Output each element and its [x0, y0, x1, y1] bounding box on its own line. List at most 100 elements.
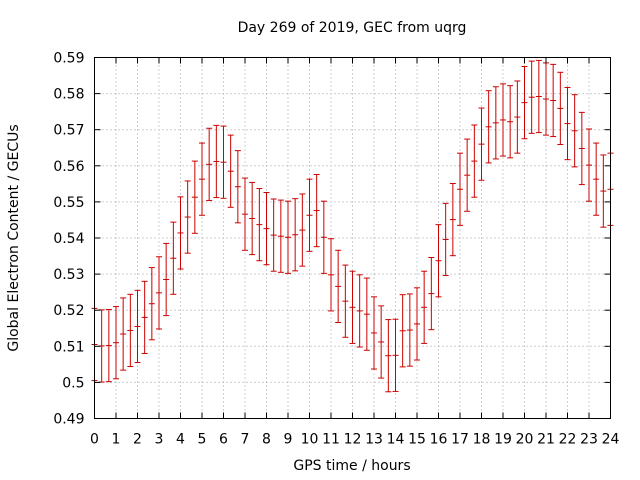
error-bar — [535, 59, 542, 134]
error-bar — [356, 274, 363, 348]
x-tick-label: 4 — [176, 432, 185, 448]
y-axis-label: Global Electron Content / GECUs — [6, 124, 22, 351]
error-bar — [127, 293, 134, 368]
error-bar — [385, 319, 392, 393]
error-bar — [406, 293, 413, 367]
y-tick-label: 0.49 — [53, 412, 84, 428]
error-bars — [91, 59, 614, 393]
error-bar — [120, 297, 127, 371]
error-bar — [328, 238, 334, 312]
x-tick-label: 11 — [322, 432, 340, 448]
y-tick-label: 0.5 — [62, 375, 84, 391]
x-tick-label: 2 — [133, 432, 142, 448]
error-bar — [342, 264, 349, 338]
error-bar — [478, 107, 485, 181]
error-bar — [270, 198, 277, 272]
y-tick-label: 0.55 — [53, 195, 84, 211]
error-bar — [593, 142, 600, 216]
x-tick-label: 21 — [537, 432, 555, 448]
x-tick-label: 7 — [241, 432, 250, 448]
x-tick-label: 8 — [262, 432, 271, 448]
error-bar — [543, 62, 549, 136]
error-bar — [464, 138, 471, 212]
y-tick-label: 0.53 — [53, 267, 84, 283]
error-bar — [134, 289, 141, 364]
error-bar — [414, 287, 420, 361]
y-tick-label: 0.51 — [53, 339, 84, 355]
error-bar — [492, 86, 499, 160]
error-bar — [586, 128, 592, 202]
x-tick-label: 14 — [387, 432, 405, 448]
x-tick-label: 15 — [408, 432, 426, 448]
error-bar — [320, 200, 327, 274]
error-bar — [435, 224, 442, 298]
error-bar — [378, 305, 385, 379]
error-bar — [471, 124, 478, 198]
error-bar — [285, 200, 291, 274]
error-bar — [421, 270, 428, 344]
y-tick-label: 0.54 — [53, 231, 84, 247]
error-bar — [399, 294, 406, 368]
x-tick-label: 22 — [559, 432, 577, 448]
y-tick-label: 0.59 — [53, 51, 84, 67]
error-bar — [256, 188, 263, 262]
error-bar — [292, 198, 299, 272]
x-tick-label: 6 — [219, 432, 228, 448]
x-tick-label: 1 — [112, 432, 121, 448]
x-tick-label: 19 — [494, 432, 512, 448]
x-tick-label: 23 — [580, 432, 598, 448]
error-bar — [313, 173, 320, 248]
error-bar — [449, 182, 456, 257]
error-bar — [113, 306, 119, 380]
error-bar — [191, 160, 198, 234]
x-axis-label: GPS time / hours — [293, 458, 410, 474]
y-tick-label: 0.57 — [53, 123, 84, 139]
tick-labels: 0 1 2 3 4 5 6 7 8 9 10 11 12 13 14 15 16 17 18 19 20 21 22 23 24… — [53, 51, 619, 448]
error-bar — [220, 125, 227, 199]
error-bar — [371, 296, 377, 370]
error-bar — [234, 150, 241, 224]
error-bar — [148, 267, 155, 341]
error-bar — [363, 277, 370, 351]
error-bar — [141, 280, 148, 355]
x-tick-label: 5 — [198, 432, 207, 448]
error-bar — [392, 318, 399, 392]
error-bar — [206, 127, 213, 201]
error-bar — [550, 63, 557, 138]
error-bar — [306, 178, 313, 252]
x-tick-label: 0 — [90, 432, 99, 448]
x-tick-label: 18 — [473, 432, 491, 448]
error-bar — [557, 71, 564, 146]
error-bar — [170, 221, 177, 295]
x-tick-label: 9 — [284, 432, 293, 448]
x-tick-label: 3 — [155, 432, 164, 448]
error-bar — [242, 177, 248, 251]
error-bar — [105, 308, 112, 383]
error-bar — [600, 154, 607, 228]
error-bar — [213, 124, 220, 199]
y-tick-label: 0.52 — [53, 303, 84, 319]
error-bar — [177, 196, 184, 270]
error-bar — [335, 249, 342, 323]
chart-title: Day 269 of 2019, GEC from uqrg — [238, 20, 467, 36]
error-bar — [163, 242, 170, 317]
y-tick-label: 0.58 — [53, 87, 84, 103]
error-bar — [349, 270, 356, 344]
x-tick-label: 20 — [516, 432, 534, 448]
x-tick-label: 16 — [430, 432, 448, 448]
error-bar — [263, 192, 270, 266]
error-bar — [457, 152, 463, 226]
error-bar — [521, 66, 528, 140]
error-bar — [485, 90, 492, 164]
grid — [94, 57, 611, 419]
error-bar — [227, 134, 234, 208]
error-bar — [500, 83, 506, 157]
error-bar — [442, 202, 449, 277]
axis-ticks — [94, 57, 611, 419]
error-bar — [564, 86, 571, 161]
x-tick-label: 17 — [451, 432, 469, 448]
error-bar — [156, 256, 162, 330]
error-bar — [184, 180, 191, 254]
error-bar — [507, 85, 514, 159]
